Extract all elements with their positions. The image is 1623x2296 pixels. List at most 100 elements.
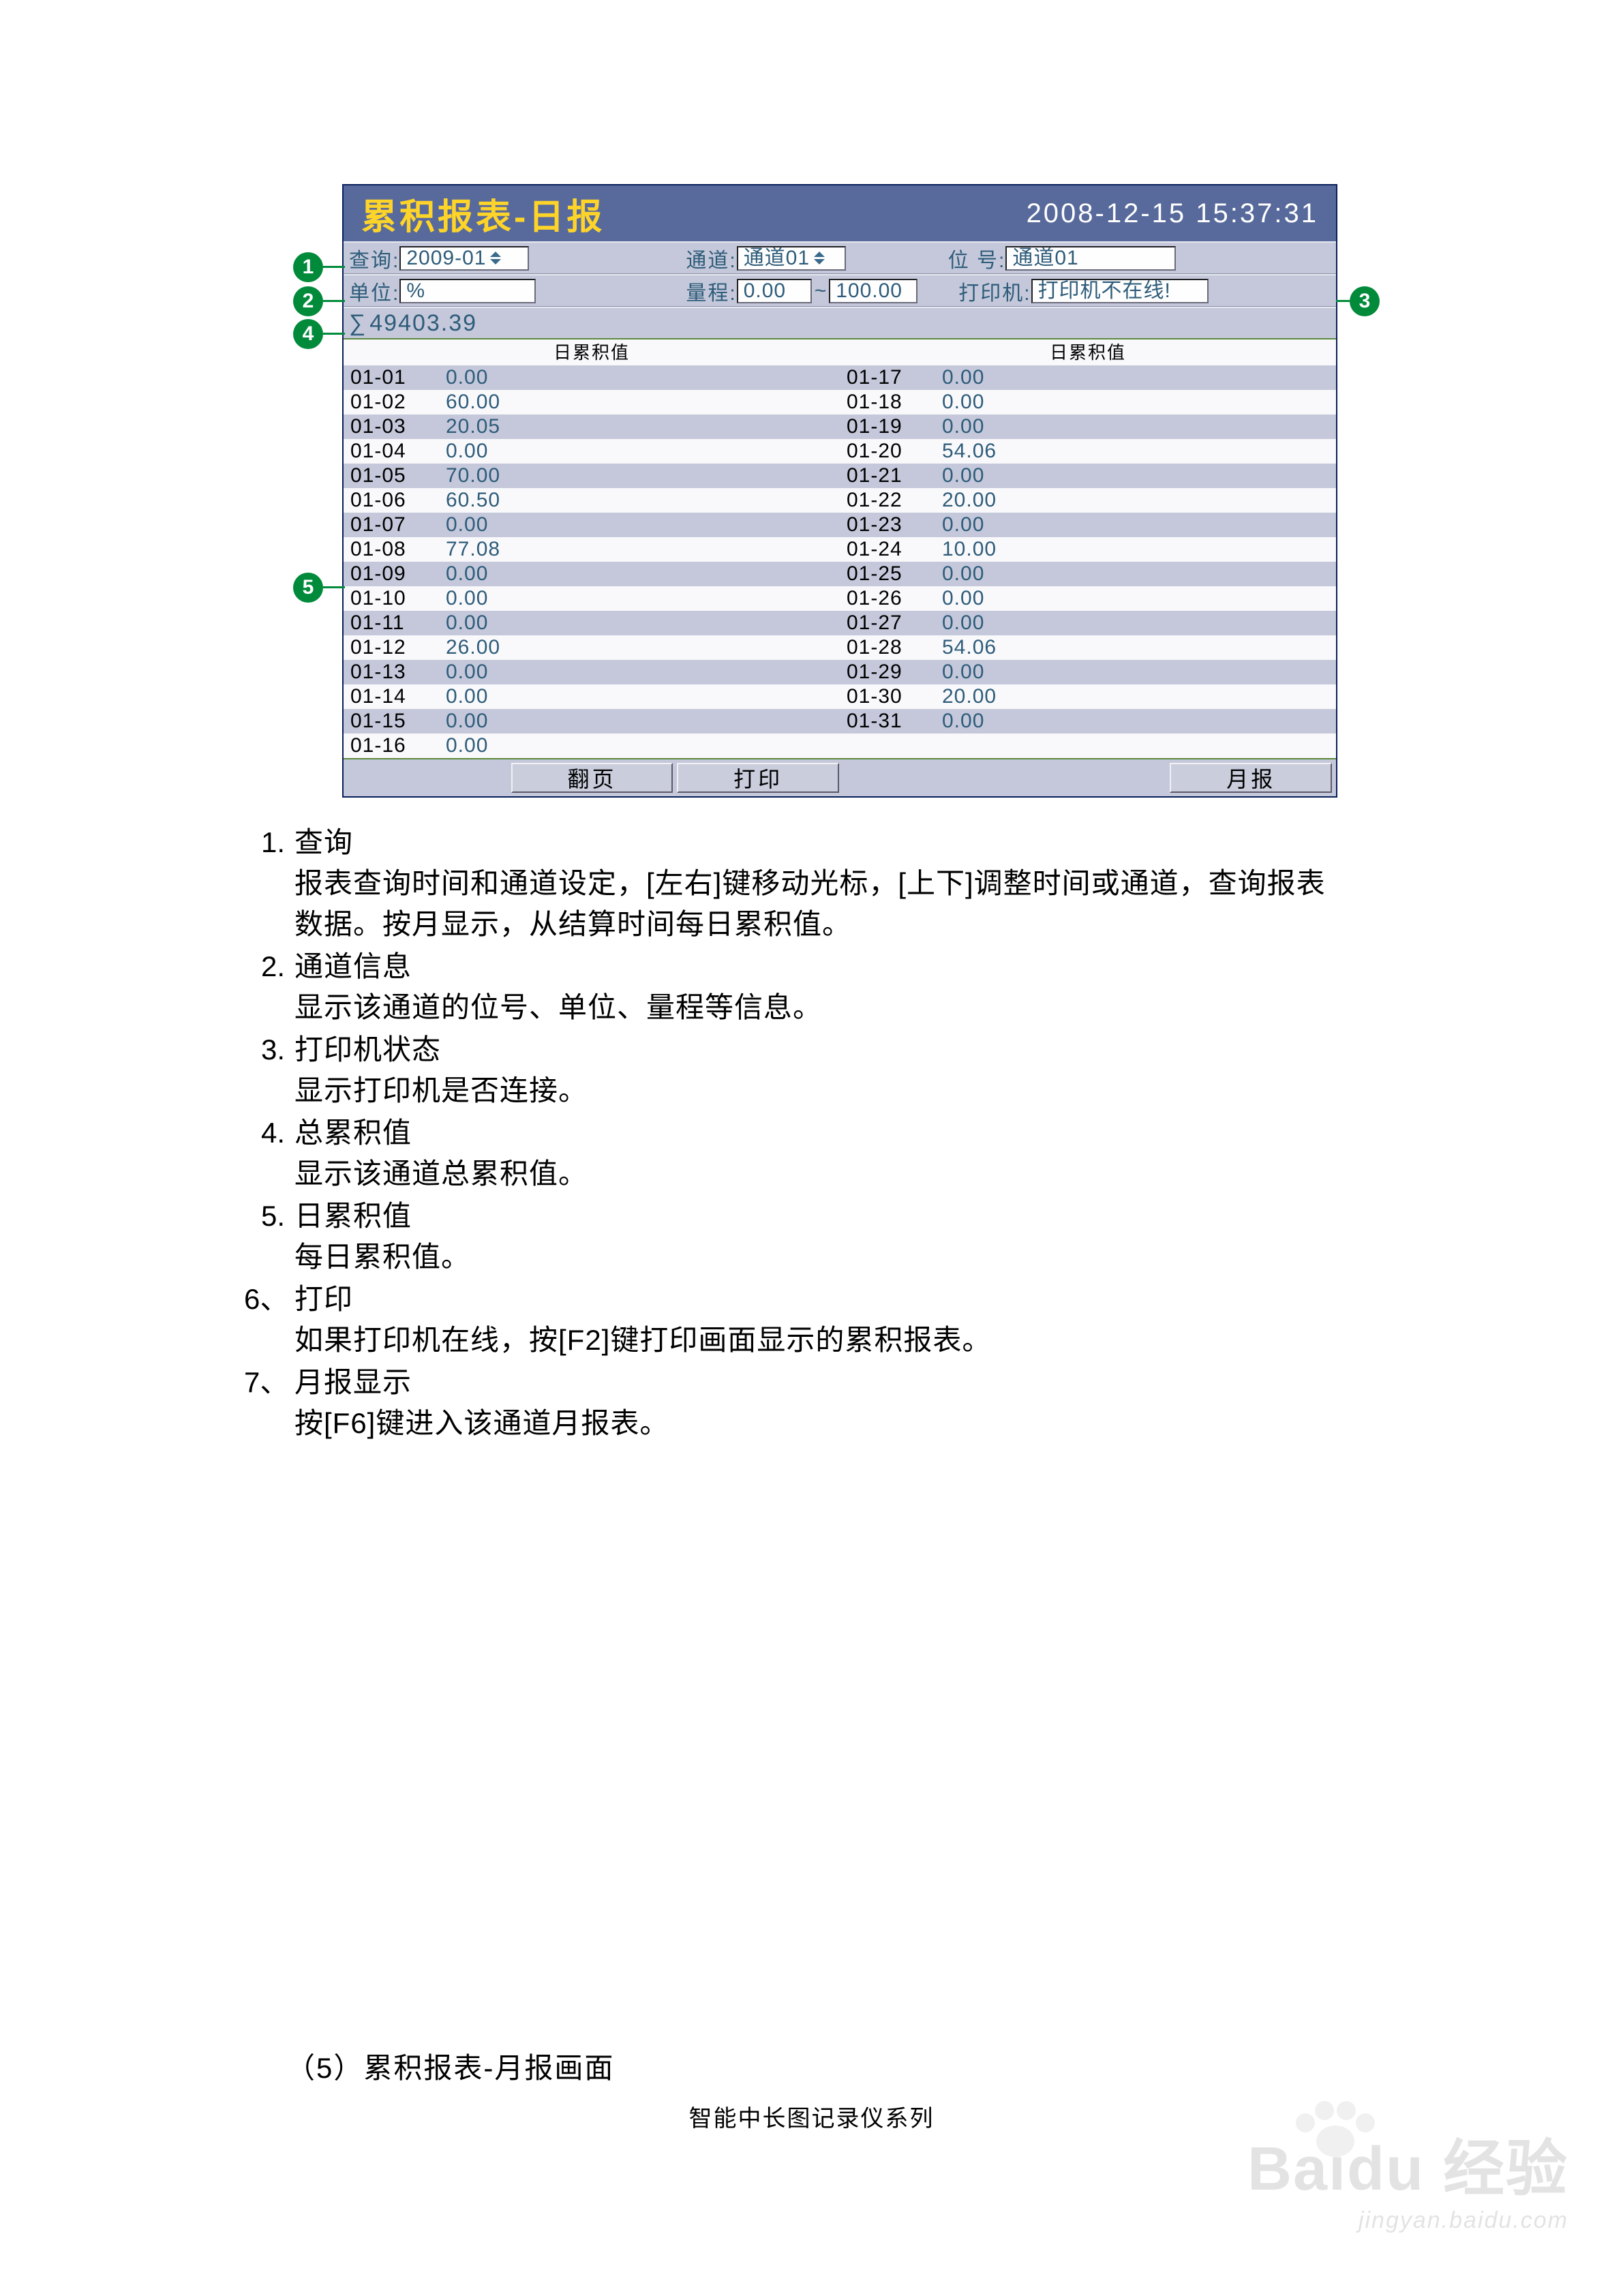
sum-value: 49403.39: [369, 310, 477, 337]
marker-5-line: [323, 586, 345, 588]
printer-value: 打印机不在线!: [1038, 280, 1171, 302]
explain-number: 1.: [244, 822, 294, 945]
explain-item: 2.通道信息显示该通道的位号、单位、量程等信息。: [244, 946, 1328, 1028]
marker-2-line: [323, 300, 345, 302]
explanation-list: 1.查询报表查询时间和通道设定，[左右]键移动光标，[上下]调整时间或通道，查询…: [244, 822, 1328, 1444]
explain-number: 4.: [244, 1113, 294, 1194]
printer-field: 打印机不在线!: [1031, 279, 1209, 303]
table-row: 01-190.00: [840, 414, 1336, 439]
row-date: 01-05: [344, 464, 446, 487]
info-row-1: 查询: 2009-01 通道: 通道01 位 号: 通道01: [344, 241, 1336, 274]
row-value: 77.08: [446, 538, 840, 561]
row-date: 01-15: [344, 710, 446, 733]
table-row: 01-290.00: [840, 660, 1336, 684]
row-value: 0.00: [942, 611, 1336, 635]
month-button[interactable]: 月报: [1170, 763, 1332, 793]
tag-field: 通道01: [1005, 246, 1176, 271]
info-rows: 查询: 2009-01 通道: 通道01 位 号: 通道01 单位:: [344, 241, 1336, 307]
row-date: 01-31: [840, 710, 942, 733]
row-date: 01-07: [344, 513, 446, 537]
row-date: 01-01: [344, 366, 446, 389]
explain-head: 打印: [294, 1279, 1328, 1320]
row-date: 01-27: [840, 611, 942, 635]
sum-sigma: ∑: [349, 310, 367, 337]
table-row: 01-2054.06: [840, 439, 1336, 464]
row-date: 01-11: [344, 611, 446, 635]
page: 1 2 4 5 3 累积报表-日报 2008-12-15 15:37:31 查询…: [0, 0, 1623, 2296]
explain-number: 2.: [244, 946, 294, 1028]
row-date: 01-20: [840, 440, 942, 463]
explain-item: 5.日累积值每日累积值。: [244, 1196, 1328, 1278]
paw-icon: [1296, 2098, 1364, 2166]
row-value: 20.00: [942, 489, 1336, 512]
row-value: 20.05: [446, 415, 840, 438]
explain-body: 打印如果打印机在线，按[F2]键打印画面显示的累积报表。: [294, 1279, 1328, 1361]
query-field[interactable]: 2009-01: [399, 246, 529, 271]
row-value: 0.00: [446, 685, 840, 708]
row-value: 26.00: [446, 636, 840, 659]
row-date: 01-26: [840, 587, 942, 610]
tag-value: 通道01: [1012, 247, 1078, 269]
marker-4-line: [323, 333, 345, 335]
column-headers: 日累积值 日累积值: [344, 339, 1336, 365]
row-value: 0.00: [446, 611, 840, 635]
table-row: 01-0660.50: [344, 488, 840, 513]
marker-4: 4: [293, 319, 323, 349]
table-row: 01-250.00: [840, 562, 1336, 586]
table-row: 01-150.00: [344, 709, 840, 734]
row-value: 0.00: [942, 587, 1336, 610]
row-value: 0.00: [446, 513, 840, 537]
table-row: 01-2220.00: [840, 488, 1336, 513]
explain-number: 6、: [244, 1279, 294, 1361]
row-value: 0.00: [446, 661, 840, 684]
row-date: 01-29: [840, 661, 942, 684]
channel-spinner-icon[interactable]: [811, 246, 828, 271]
row-date: 01-21: [840, 464, 942, 487]
row-value: 0.00: [942, 366, 1336, 389]
titlebar: 累积报表-日报 2008-12-15 15:37:31: [344, 185, 1336, 241]
row-value: 0.00: [446, 562, 840, 586]
page-title: 累积报表-日报: [361, 188, 605, 239]
explain-item: 4.总累积值显示该通道总累积值。: [244, 1113, 1328, 1194]
row-date: 01-12: [344, 636, 446, 659]
table-row: 01-2410.00: [840, 537, 1336, 562]
explain-item: 3.打印机状态显示打印机是否连接。: [244, 1029, 1328, 1111]
explain-body: 打印机状态显示打印机是否连接。: [294, 1029, 1328, 1111]
marker-1-line: [323, 266, 345, 268]
unit-field: %: [399, 279, 536, 303]
query-spinner-icon[interactable]: [487, 246, 504, 271]
explain-body: 日累积值每日累积值。: [294, 1196, 1328, 1278]
row-value: 0.00: [942, 661, 1336, 684]
data-col-left: 01-010.0001-0260.0001-0320.0501-040.0001…: [344, 365, 840, 758]
explain-item: 7、月报显示按[F6]键进入该通道月报表。: [244, 1362, 1328, 1444]
row-date: 01-19: [840, 415, 942, 438]
explain-item: 1.查询报表查询时间和通道设定，[左右]键移动光标，[上下]调整时间或通道，查询…: [244, 822, 1328, 945]
row-date: 01-30: [840, 685, 942, 708]
row-date: 01-28: [840, 636, 942, 659]
watermark-small: jingyan.baidu.com: [1214, 2207, 1568, 2234]
row-value: 0.00: [942, 415, 1336, 438]
row-value: 0.00: [942, 710, 1336, 733]
row-date: 01-22: [840, 489, 942, 512]
table-row: 01-3020.00: [840, 684, 1336, 709]
row-value: 0.00: [446, 440, 840, 463]
table-row: 01-100.00: [344, 586, 840, 611]
unit-value: %: [406, 280, 425, 302]
channel-field[interactable]: 通道01: [737, 246, 846, 271]
row-value: 0.00: [446, 734, 840, 757]
btn-slot-1: [348, 763, 507, 793]
print-button[interactable]: 打印: [677, 763, 839, 793]
data-col-right: 01-170.0001-180.0001-190.0001-2054.0601-…: [840, 365, 1336, 758]
explain-head: 打印机状态: [294, 1029, 1328, 1070]
table-row: 01-110.00: [344, 611, 840, 635]
page-button[interactable]: 翻页: [511, 763, 673, 793]
btn-slot-4: [843, 763, 1003, 793]
printer-label: 打印机:: [958, 276, 1031, 306]
row-date: 01-18: [840, 391, 942, 414]
query-label: 查询:: [349, 243, 399, 273]
watermark-big: Baidu 经验: [1214, 2119, 1568, 2207]
explain-number: 5.: [244, 1196, 294, 1278]
table-row: 01-040.00: [344, 439, 840, 464]
explain-body: 月报显示按[F6]键进入该通道月报表。: [294, 1362, 1328, 1444]
tag-label: 位 号:: [948, 243, 1006, 273]
